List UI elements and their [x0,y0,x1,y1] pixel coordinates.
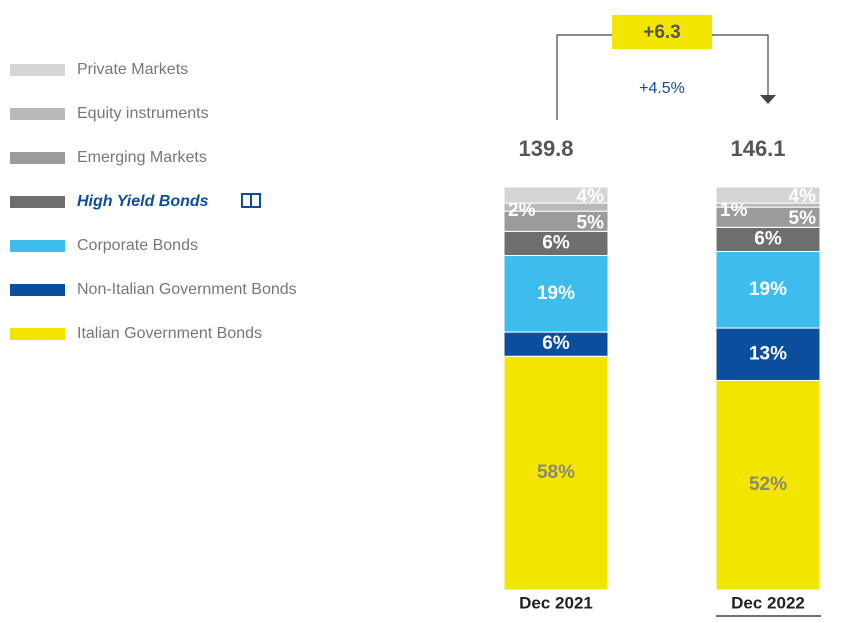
value-label: 19% [537,283,575,304]
legend-label: Corporate Bonds [77,237,198,254]
bar-segment [715,186,821,204]
value-label: 4% [789,186,817,207]
arrow-head [760,95,776,104]
legend-swatch [10,328,65,340]
legend-label: Equity instruments [77,105,209,122]
value-label: 2% [508,200,536,221]
legend-label: Private Markets [77,61,188,78]
value-label: 6% [754,228,782,249]
bar-segment [503,331,609,357]
value-label: 6% [542,333,570,354]
value-label: 13% [749,343,787,364]
value-label: 52% [749,474,787,495]
x-tick-label: Dec 2022 [731,593,805,612]
legend-swatch [10,152,65,164]
value-label: 1% [720,200,748,221]
legend-swatch [10,284,65,296]
legend-swatch [10,64,65,76]
legend-swatch [10,240,65,252]
total-label: 146.1 [730,136,785,161]
bar-segment [503,186,609,204]
bar-segment [715,379,821,591]
total-label: 139.8 [518,136,573,161]
value-label: 6% [542,232,570,253]
legend-label: High Yield Bonds [77,193,209,210]
legend-swatch [10,108,65,120]
delta-arrow [556,34,769,120]
value-label: 19% [749,279,787,300]
legend-swatch [10,196,65,208]
x-tick-label: Dec 2021 [519,593,593,612]
value-label: 58% [537,462,575,483]
book-icon [241,193,261,208]
value-label: 4% [577,186,605,207]
value-label: 5% [789,208,817,229]
bar-segment [715,250,821,329]
delta-percent: +4.5% [639,80,685,97]
bar-segment [503,355,609,591]
delta-value: +6.3 [643,22,681,43]
bar-segment [503,255,609,333]
legend-label: Emerging Markets [77,149,207,166]
value-label: 5% [577,212,605,233]
legend-label: Italian Government Bonds [77,325,262,342]
delta-box [612,15,712,49]
legend-label: Non-Italian Government Bonds [77,281,297,298]
